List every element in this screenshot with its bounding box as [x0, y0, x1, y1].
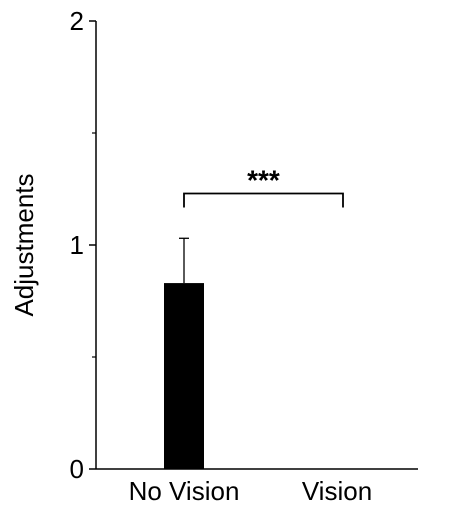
y-tick-labels: 0 1 2 [70, 6, 84, 484]
category-label: Vision [302, 476, 372, 506]
y-tick-label: 0 [70, 454, 84, 484]
bar [164, 283, 204, 469]
bars [164, 283, 204, 469]
axes [89, 20, 418, 470]
x-category-labels: No Vision Vision [129, 476, 373, 506]
significance-bracket [183, 192, 344, 208]
significance-annotation: *** [183, 164, 344, 208]
error-bars [179, 237, 189, 284]
y-tick-label: 1 [70, 230, 84, 260]
y-tick-label: 2 [70, 6, 84, 36]
category-label: No Vision [129, 476, 240, 506]
y-axis-title: Adjustments [9, 173, 39, 316]
significance-stars: *** [247, 164, 280, 195]
